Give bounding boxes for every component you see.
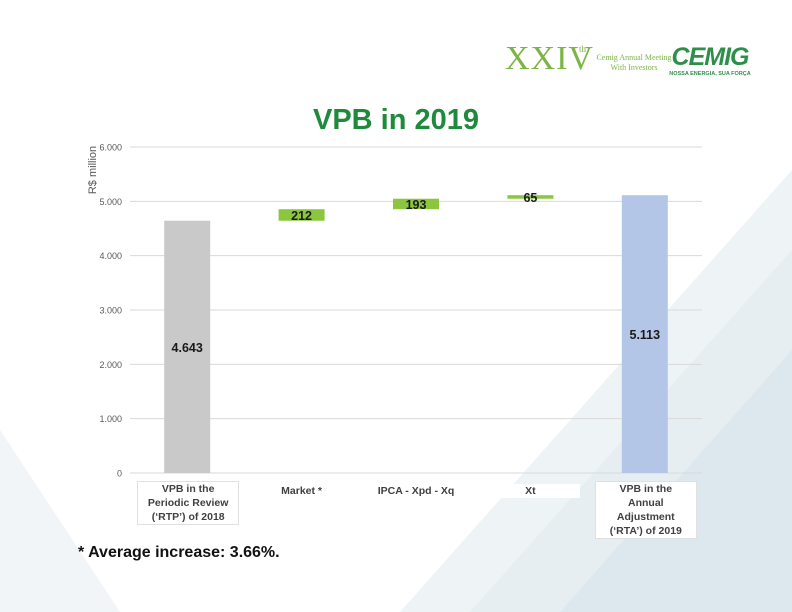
data-label: 5.113 [630, 328, 661, 342]
edition-suffix: th [579, 44, 587, 54]
footnote: * Average increase: 3.66%. [78, 544, 280, 561]
y-tick-label: 3.000 [99, 306, 122, 316]
bar-2 [393, 198, 439, 210]
bar-3 [507, 195, 554, 199]
y-tick-label: 1.000 [99, 414, 122, 424]
bar-1 [278, 209, 325, 221]
meeting-line-2: With Investors [610, 63, 658, 72]
x-category-label: Market * [251, 484, 352, 498]
logo-tagline: NOSSA ENERGIA, SUA FORÇA [669, 71, 751, 77]
gridlines [130, 146, 702, 474]
x-category-label: Xt [480, 484, 581, 498]
bar-0 [164, 220, 211, 473]
meeting-title: Cemig Annual Meeting With Investors [589, 53, 679, 73]
x-category-line: Adjustment [616, 511, 675, 523]
x-category-line: Periodic Review [147, 497, 229, 509]
x-category-label: VPB in the Periodic Review (‘RTP’) of 2018 [137, 481, 240, 525]
data-labels: 4.643 212 193 65 5.113 [172, 191, 661, 355]
cemig-logo: CEMIG NOSSA ENERGIA, SUA FORÇA [668, 44, 752, 77]
x-category-label: VPB in the Annual Adjustment (‘RTA’) of 201… [594, 481, 697, 539]
y-tick-label: 0 [117, 469, 122, 479]
y-tick-label: 6.000 [99, 143, 122, 153]
bars [164, 195, 668, 473]
data-label: 193 [406, 198, 427, 212]
logo-wordmark: CEMIG [671, 43, 750, 71]
y-tick-label: 5.000 [99, 197, 122, 207]
x-category-line: Annual [628, 497, 664, 509]
x-category-line: Xt [525, 485, 536, 497]
y-axis-label: R$ million [87, 146, 99, 194]
data-label: 4.643 [172, 341, 203, 355]
x-category-line: (‘RTA’) of 2019 [609, 525, 682, 537]
y-axis-ticks: 0 1.000 2.000 3.000 4.000 5.000 6.000 [99, 143, 122, 479]
chart-title: VPB in 2019 [312, 104, 480, 136]
x-category-line: VPB in the [619, 483, 673, 495]
edition-roman: XXIV [505, 40, 594, 77]
x-category-label: IPCA - Xpd - Xq [366, 484, 466, 498]
x-category-line: (‘RTP’) of 2018 [151, 511, 225, 523]
data-label: 212 [291, 209, 312, 223]
bar-4 [621, 195, 668, 473]
x-category-line: IPCA - Xpd - Xq [377, 485, 455, 497]
y-tick-label: 4.000 [99, 251, 122, 261]
meeting-line-1: Cemig Annual Meeting [596, 53, 672, 62]
x-category-line: Market * [281, 485, 323, 497]
y-tick-label: 2.000 [99, 360, 122, 370]
data-label: 65 [523, 191, 537, 205]
x-category-line: VPB in the [161, 483, 215, 495]
